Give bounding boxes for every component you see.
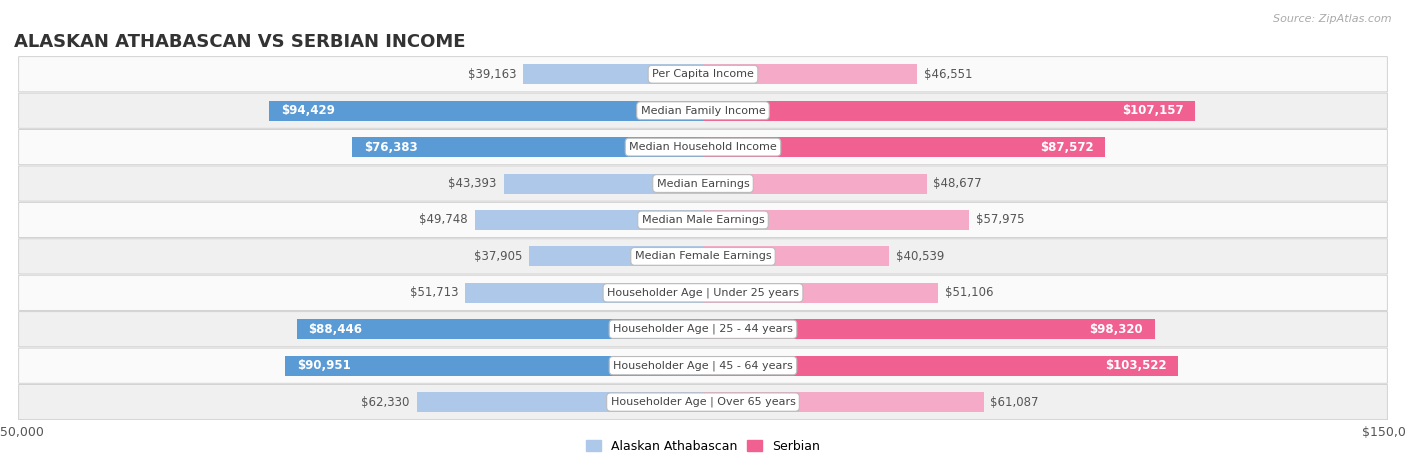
FancyBboxPatch shape bbox=[18, 384, 1388, 420]
Text: Householder Age | 45 - 64 years: Householder Age | 45 - 64 years bbox=[613, 361, 793, 371]
Bar bbox=[703, 392, 984, 412]
Bar bbox=[474, 210, 703, 230]
Bar bbox=[270, 101, 703, 120]
FancyBboxPatch shape bbox=[18, 348, 1388, 383]
Bar bbox=[703, 319, 1154, 339]
Text: $98,320: $98,320 bbox=[1090, 323, 1143, 336]
Text: $103,522: $103,522 bbox=[1105, 359, 1167, 372]
FancyBboxPatch shape bbox=[18, 166, 1388, 201]
Bar bbox=[703, 174, 927, 193]
Text: Householder Age | Under 25 years: Householder Age | Under 25 years bbox=[607, 288, 799, 298]
Text: Median Family Income: Median Family Income bbox=[641, 106, 765, 116]
FancyBboxPatch shape bbox=[18, 275, 1388, 311]
FancyBboxPatch shape bbox=[18, 239, 1388, 274]
Text: Median Male Earnings: Median Male Earnings bbox=[641, 215, 765, 225]
Bar bbox=[703, 64, 917, 84]
Text: $51,713: $51,713 bbox=[411, 286, 458, 299]
Text: $88,446: $88,446 bbox=[308, 323, 363, 336]
Text: $40,539: $40,539 bbox=[896, 250, 945, 263]
Text: Householder Age | Over 65 years: Householder Age | Over 65 years bbox=[610, 397, 796, 407]
Text: $61,087: $61,087 bbox=[990, 396, 1039, 409]
Text: $90,951: $90,951 bbox=[297, 359, 350, 372]
Text: $51,106: $51,106 bbox=[945, 286, 993, 299]
Bar bbox=[297, 319, 703, 339]
Bar bbox=[529, 247, 703, 266]
FancyBboxPatch shape bbox=[18, 202, 1388, 238]
Text: $62,330: $62,330 bbox=[361, 396, 409, 409]
Bar bbox=[465, 283, 703, 303]
Text: $43,393: $43,393 bbox=[449, 177, 496, 190]
Text: $39,163: $39,163 bbox=[468, 68, 516, 81]
FancyBboxPatch shape bbox=[18, 93, 1388, 128]
Text: Source: ZipAtlas.com: Source: ZipAtlas.com bbox=[1274, 14, 1392, 24]
Text: Householder Age | 25 - 44 years: Householder Age | 25 - 44 years bbox=[613, 324, 793, 334]
Text: $107,157: $107,157 bbox=[1122, 104, 1184, 117]
Legend: Alaskan Athabascan, Serbian: Alaskan Athabascan, Serbian bbox=[581, 435, 825, 458]
Bar bbox=[703, 247, 889, 266]
Bar bbox=[703, 283, 938, 303]
Bar bbox=[703, 356, 1178, 375]
Text: $46,551: $46,551 bbox=[924, 68, 972, 81]
Bar bbox=[703, 101, 1195, 120]
Bar bbox=[703, 137, 1105, 157]
Text: Per Capita Income: Per Capita Income bbox=[652, 69, 754, 79]
Text: $37,905: $37,905 bbox=[474, 250, 522, 263]
Bar bbox=[416, 392, 703, 412]
FancyBboxPatch shape bbox=[18, 311, 1388, 347]
Text: Median Earnings: Median Earnings bbox=[657, 178, 749, 189]
Bar bbox=[523, 64, 703, 84]
Bar bbox=[703, 210, 969, 230]
Text: $76,383: $76,383 bbox=[364, 141, 418, 154]
FancyBboxPatch shape bbox=[18, 57, 1388, 92]
FancyBboxPatch shape bbox=[18, 129, 1388, 165]
Bar bbox=[285, 356, 703, 375]
Bar bbox=[352, 137, 703, 157]
Text: ALASKAN ATHABASCAN VS SERBIAN INCOME: ALASKAN ATHABASCAN VS SERBIAN INCOME bbox=[14, 33, 465, 50]
Bar bbox=[503, 174, 703, 193]
Text: $48,677: $48,677 bbox=[934, 177, 981, 190]
Text: $87,572: $87,572 bbox=[1040, 141, 1094, 154]
Text: Median Female Earnings: Median Female Earnings bbox=[634, 251, 772, 262]
Text: $49,748: $49,748 bbox=[419, 213, 468, 226]
Text: $57,975: $57,975 bbox=[976, 213, 1025, 226]
Text: Median Household Income: Median Household Income bbox=[628, 142, 778, 152]
Text: $94,429: $94,429 bbox=[281, 104, 335, 117]
